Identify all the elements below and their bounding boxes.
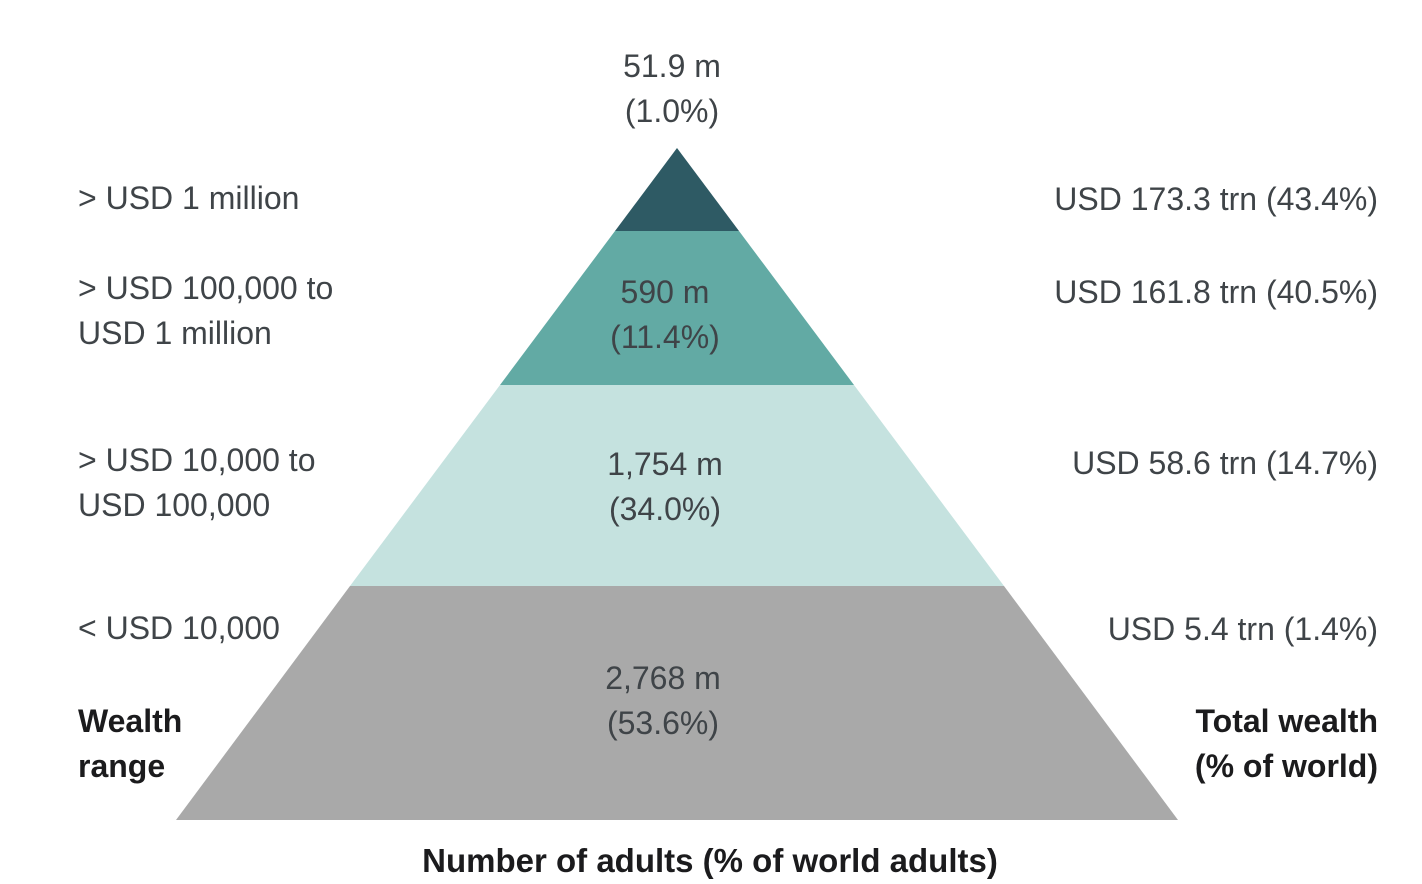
tier-10k-100k-adults-label: 1,754 m (34.0%): [607, 446, 723, 527]
wealth-range-10k-100k: > USD 10,000 to USD 100,000: [78, 442, 316, 523]
pyramid-tier-100k-1m: [500, 231, 854, 385]
pyramid-tier-over-1m: [615, 148, 739, 231]
left-axis-title-wealth-range: Wealth range: [78, 703, 183, 784]
tier-under-10k-adults-label: 2,768 m (53.6%): [605, 660, 721, 741]
total-wealth-over-1m: USD 173.3 trn (43.4%): [1054, 181, 1378, 217]
right-axis-title-total-wealth: Total wealth (% of world): [1194, 703, 1378, 784]
wealth-range-over-1m: > USD 1 million: [78, 180, 300, 216]
pyramid-tier-10k-100k: [350, 385, 1004, 586]
wealth-range-100k-1m: > USD 100,000 to USD 1 million: [78, 270, 334, 351]
total-wealth-under-10k: USD 5.4 trn (1.4%): [1107, 611, 1378, 647]
total-wealth-100k-1m: USD 161.8 trn (40.5%): [1054, 274, 1378, 310]
tier-over-1m-adults-label: 51.9 m (1.0%): [623, 48, 721, 129]
bottom-axis-title-number-of-adults: Number of adults (% of world adults): [422, 842, 998, 879]
tier-100k-1m-adults-label: 590 m (11.4%): [610, 274, 720, 355]
total-wealth-10k-100k: USD 58.6 trn (14.7%): [1072, 445, 1378, 481]
pyramid-tier-under-10k: [176, 586, 1178, 820]
wealth-range-under-10k: < USD 10,000: [78, 610, 280, 646]
